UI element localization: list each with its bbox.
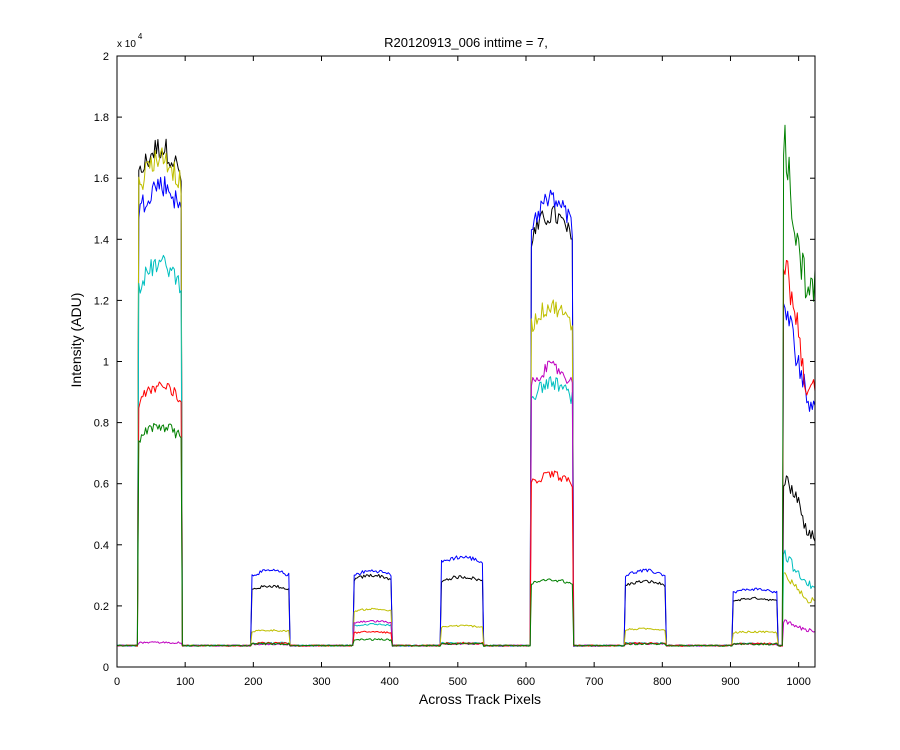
y-tick-label: 1.6 (94, 173, 109, 185)
ticks-layer: 0 100 200 300 400 500 600 700 800 900 1000 0 0.2 0.4 0… (94, 51, 815, 688)
y-tick-label: 1.2 (94, 295, 109, 307)
y-tick-label: 1.4 (94, 234, 109, 246)
y-tick-label: 0 (103, 662, 109, 674)
y-axis-multiplier-base: x 10 (117, 39, 136, 50)
y-tick-label: 0.6 (94, 479, 109, 491)
x-tick-label: 300 (312, 676, 330, 688)
y-axis-multiplier: x 104 (117, 32, 143, 50)
y-tick-label: 0.2 (94, 601, 109, 613)
x-tick-label: 0 (114, 676, 120, 688)
x-axis-title: Across Track Pixels (419, 691, 541, 707)
y-tick-label: 1 (103, 357, 109, 369)
x-tick-label: 500 (449, 676, 467, 688)
plot-area (117, 56, 815, 667)
x-tick-label: 400 (380, 676, 398, 688)
y-tick-label: 2 (103, 51, 109, 63)
y-axis-multiplier-exponent: 4 (138, 32, 143, 41)
y-tick-label: 0.4 (94, 540, 109, 552)
x-tick-label: 1000 (786, 676, 810, 688)
x-tick-label: 700 (585, 676, 603, 688)
series-line-7 (116, 124, 816, 647)
series-layer (116, 124, 816, 647)
y-axis-title: Intensity (ADU) (68, 293, 84, 388)
y-tick-label: 0.8 (94, 418, 109, 430)
x-tick-label: 100 (176, 676, 194, 688)
x-tick-label: 900 (721, 676, 739, 688)
x-tick-label: 200 (244, 676, 262, 688)
y-tick-label: 1.8 (94, 112, 109, 124)
x-tick-label: 600 (517, 676, 535, 688)
chart-title: R20120913_006 inttime = 7, (384, 35, 548, 50)
x-tick-label: 800 (653, 676, 671, 688)
